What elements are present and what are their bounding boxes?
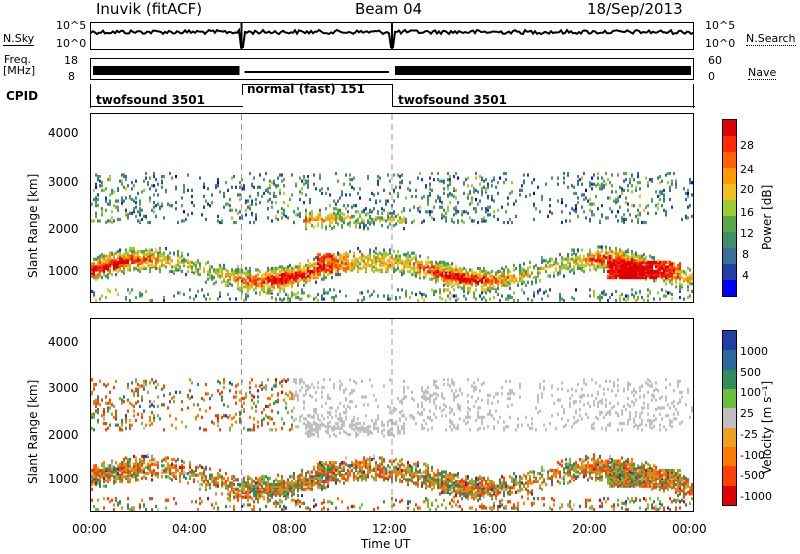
beam-title: Beam 04: [355, 0, 423, 18]
velocity-cbar-segment-8: [723, 331, 736, 351]
xtick-2: 08:00: [272, 522, 307, 536]
power-cbar-segment-5: [723, 200, 736, 216]
nsearch-tick-bottom: 10^0: [705, 37, 736, 50]
power-cbar-tick-4: 4: [742, 269, 749, 282]
velocity-heatmap: [91, 319, 693, 512]
freq-label-line2: [MHz]: [3, 64, 36, 77]
station-title: Inuvik (fitACF): [96, 0, 203, 18]
velocity-svg-cells: [91, 378, 693, 512]
velocity-cbar-segment-5: [723, 389, 736, 409]
power-ytick-2000: 2000: [48, 222, 79, 236]
velocity-cbar-label: Velocity [m s⁻¹]: [760, 380, 774, 474]
velocity-cbar-tick-100: 100: [740, 386, 761, 399]
power-ytick-3000: 3000: [48, 175, 79, 189]
power-cbar-segment-8: [723, 152, 736, 168]
power-cbar-segment-7: [723, 168, 736, 184]
date-title: 18/Sep/2013: [587, 0, 683, 18]
xtick-4: 16:00: [472, 522, 507, 536]
xaxis-label: Time UT: [361, 537, 411, 551]
power-cbar-segment-1: [723, 264, 736, 280]
velocity-cbar-tick-1000: 1000: [740, 345, 768, 358]
velocity-colorbar: [722, 330, 737, 506]
velocity-cbar-segment-7: [723, 350, 736, 370]
freq-band-3: [395, 66, 691, 75]
power-cbar-tick-20: 20: [740, 183, 754, 196]
nsky-plot: [90, 23, 694, 49]
power-cbar-segment-10: [723, 120, 736, 136]
nave-tick-top: 60: [708, 54, 722, 67]
power-ytick-4000: 4000: [48, 126, 79, 140]
nsky-panel: [90, 22, 694, 50]
power-cbar-tick-12: 12: [740, 227, 754, 240]
freq-tick-top: 18: [64, 54, 78, 67]
velocity-ylabel: Slant Range [km]: [26, 379, 40, 484]
power-cbar-segment-4: [723, 216, 736, 232]
power-ylabel: Slant Range [km]: [26, 173, 40, 278]
power-cbar-segment-9: [723, 136, 736, 152]
velocity-ytick-2000: 2000: [48, 428, 79, 442]
velocity-cbar-tick-m500: -500: [740, 469, 765, 482]
freq-label-line1: Freq.: [4, 53, 32, 66]
xtick-0: 00:00: [72, 522, 107, 536]
velocity-ytick-4000: 4000: [48, 335, 79, 349]
freq-plot: [93, 66, 691, 75]
velocity-cbar-segment-0: [723, 485, 736, 505]
power-cbar-segment-0: [723, 280, 736, 296]
velocity-cbar-segment-4: [723, 408, 736, 428]
xtick-6: 00:00: [672, 522, 707, 536]
power-svg-cells: [91, 171, 693, 303]
power-cbar-tick-8: 8: [742, 248, 749, 261]
power-ytick-1000: 1000: [48, 264, 79, 278]
velocity-cbar-segment-1: [723, 466, 736, 486]
velocity-cbar-tick-500: 500: [740, 366, 761, 379]
power-cbar-label: Power [dB]: [760, 184, 774, 250]
freq-panel: [90, 58, 694, 80]
power-cbar-tick-28: 28: [740, 139, 754, 152]
velocity-cbar-tick-m1000: -1000: [740, 490, 772, 503]
velocity-panel: [90, 318, 694, 512]
xtick-5: 20:00: [572, 522, 607, 536]
cpid-segment-1: twofsound 3501: [96, 93, 205, 107]
freq-band-1: [93, 66, 240, 75]
nsearch-label: N.Search: [746, 32, 796, 46]
velocity-cbar-tick-25: 25: [740, 407, 754, 420]
xtick-1: 04:00: [172, 522, 207, 536]
nsky-tick-top: 10^5: [56, 19, 87, 32]
nave-tick-bottom: 0: [708, 70, 715, 83]
power-panel: [90, 113, 694, 303]
velocity-cbar-segment-6: [723, 369, 736, 389]
nave-label: Nave: [748, 66, 777, 80]
velocity-cbar-segment-3: [723, 427, 736, 447]
velocity-cbar-tick-m100: -100: [740, 449, 765, 462]
velocity-cbar-tick-m25: -25: [740, 428, 758, 441]
nsky-tick-bottom: 10^0: [56, 37, 87, 50]
velocity-ytick-1000: 1000: [48, 472, 79, 486]
power-heatmap: [91, 114, 693, 303]
power-cbar-tick-24: 24: [740, 163, 754, 176]
power-cbar-segment-6: [723, 184, 736, 200]
cpid-segment-3: twofsound 3501: [398, 93, 507, 107]
power-cbar-tick-16: 16: [740, 206, 754, 219]
power-cbar-segment-2: [723, 248, 736, 264]
power-colorbar: [722, 119, 737, 297]
cpid-label: CPID: [6, 89, 39, 103]
power-cbar-segment-3: [723, 232, 736, 248]
nsky-label: N.Sky: [3, 32, 35, 46]
freq-tick-bottom: 8: [68, 70, 75, 83]
cpid-segment-2: normal (fast) 151: [247, 82, 365, 96]
nsearch-tick-top: 10^5: [705, 19, 736, 32]
freq-band-2: [244, 71, 389, 73]
velocity-cbar-segment-2: [723, 447, 736, 467]
velocity-ytick-3000: 3000: [48, 381, 79, 395]
xtick-3: 12:00: [372, 522, 407, 536]
